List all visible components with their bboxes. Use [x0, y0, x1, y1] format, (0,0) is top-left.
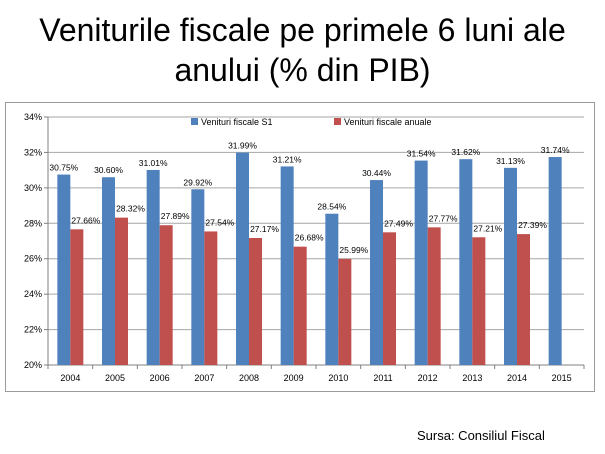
bar-s1-2007 [191, 189, 205, 365]
y-tick-label: 24% [24, 289, 42, 299]
source-note: Sursa: Consiliul Fiscal [417, 428, 545, 443]
y-tick-label: 34% [24, 112, 42, 122]
bar-s2-2004 [70, 229, 84, 365]
bar-s1-2005 [102, 177, 115, 365]
bar-s2-2005 [115, 217, 128, 365]
data-label-s2-2014: 27.39% [518, 220, 547, 230]
legend-label-s2: Venituri fiscale anuale [344, 117, 432, 127]
data-label-s2-2011: 27.49% [384, 218, 413, 228]
bar-s2-2010 [338, 258, 352, 365]
x-tick-label-2006: 2006 [150, 373, 170, 383]
bar-s1-2009 [280, 166, 294, 365]
x-tick-label-2013: 2013 [462, 373, 482, 383]
data-label-s1-2015: 31.74% [541, 145, 570, 155]
data-label-s1-2009: 31.21% [273, 154, 302, 164]
x-tick-label-2015: 2015 [552, 373, 572, 383]
bar-s2-2009 [293, 246, 307, 365]
bar-s2-2006 [159, 225, 173, 365]
bar-s1-2004 [57, 174, 71, 365]
data-label-s1-2005: 30.60% [94, 165, 123, 175]
y-tick-label: 28% [24, 218, 42, 228]
bar-s1-2006 [146, 169, 160, 365]
bar-s2-2013 [472, 237, 486, 365]
x-tick-label-2010: 2010 [328, 373, 348, 383]
y-tick-label: 22% [24, 325, 42, 335]
data-label-s1-2014: 31.13% [496, 156, 525, 166]
data-label-s1-2012: 31.54% [407, 149, 436, 159]
data-label-s1-2004: 30.75% [49, 163, 78, 173]
bar-s1-2010 [325, 213, 339, 365]
bar-s1-2015 [548, 157, 562, 365]
bar-s1-2008 [236, 152, 249, 365]
data-label-s1-2008: 31.99% [228, 141, 257, 151]
bar-s2-2008 [249, 237, 262, 365]
title-line-2: anului (% din PIB) [174, 52, 431, 88]
bar-s1-2014 [504, 167, 517, 365]
data-label-s1-2011: 30.44% [362, 168, 391, 178]
y-tick-label: 32% [24, 147, 42, 157]
data-label-s2-2012: 27.77% [429, 213, 458, 223]
bar-s2-2011 [383, 232, 396, 365]
legend-label-s1: Venituri fiscale S1 [201, 117, 273, 127]
data-label-s1-2013: 31.62% [451, 147, 480, 157]
slide-title: Veniturile fiscale pe primele 6 luni ale… [0, 10, 605, 90]
x-tick-label-2007: 2007 [194, 373, 214, 383]
data-label-s2-2004: 27.66% [71, 215, 100, 225]
data-label-s2-2007: 27.54% [205, 217, 234, 227]
data-label-s2-2006: 27.89% [161, 211, 190, 221]
chart-frame: 20% 22% 24% 26% 28% 30% 32% 34% 30.75% 27.66% 2004… [5, 102, 595, 392]
data-label-s1-2010: 28.54% [317, 202, 346, 212]
x-tick-label-2009: 2009 [284, 373, 304, 383]
title-line-1: Veniturile fiscale pe primele 6 luni ale [39, 12, 566, 48]
bar-s1-2013 [459, 159, 473, 365]
y-tick-label: 20% [24, 360, 42, 370]
y-tick-label: 26% [24, 254, 42, 264]
data-label-s1-2007: 29.92% [183, 177, 212, 187]
x-tick-label-2008: 2008 [239, 373, 259, 383]
data-label-s2-2009: 26.68% [295, 233, 324, 243]
x-tick-label-2005: 2005 [105, 373, 125, 383]
data-label-s1-2006: 31.01% [139, 158, 168, 168]
data-label-s2-2013: 27.21% [473, 223, 502, 233]
x-tick-label-2011: 2011 [373, 373, 392, 383]
bar-s2-2012 [427, 227, 441, 365]
data-label-s2-2010: 25.99% [339, 245, 368, 255]
x-tick-label-2012: 2012 [418, 373, 438, 383]
bar-s2-2014 [517, 234, 530, 365]
data-label-s2-2008: 27.17% [250, 224, 279, 234]
bar-chart: 20% 22% 24% 26% 28% 30% 32% 34% 30.75% 27.66% 2004… [24, 112, 585, 383]
bar-s1-2012 [414, 160, 428, 365]
y-tick-label: 30% [24, 183, 42, 193]
legend-swatch-s2 [334, 118, 341, 125]
bar-s1-2011 [370, 180, 383, 365]
data-label-s2-2005: 28.32% [116, 204, 145, 214]
bar-s2-2007 [204, 231, 218, 365]
x-tick-label-2004: 2004 [60, 373, 80, 383]
legend-swatch-s1 [191, 118, 198, 125]
x-tick-label-2014: 2014 [507, 373, 527, 383]
